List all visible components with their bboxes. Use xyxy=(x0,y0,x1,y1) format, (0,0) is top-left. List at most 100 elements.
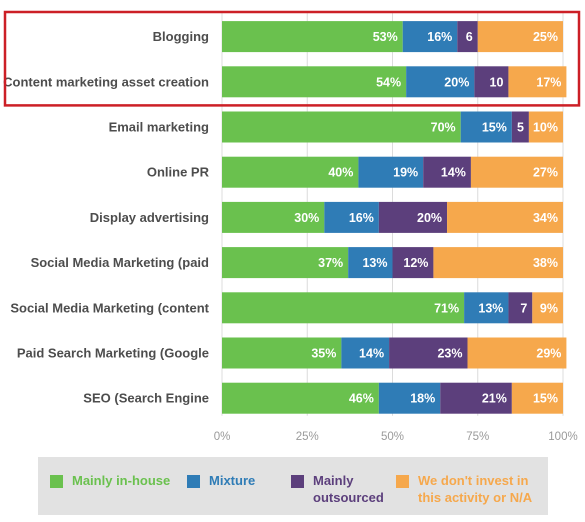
data-label: 18% xyxy=(410,392,435,406)
category-label: Social Media Marketing (content xyxy=(10,300,209,315)
bar-segment xyxy=(406,66,475,98)
data-label: 70% xyxy=(431,121,456,135)
bar-segment xyxy=(470,156,563,188)
data-label: 10 xyxy=(490,75,504,89)
data-label: 16% xyxy=(349,211,374,225)
legend-label: Mainly in-house xyxy=(72,473,171,488)
data-label: 14% xyxy=(359,347,384,361)
legend-item: We don't invest in this activity or N/A xyxy=(396,472,532,506)
data-label: 6 xyxy=(466,30,473,44)
x-tick-label: 0% xyxy=(214,431,231,443)
bar-segment xyxy=(378,201,448,233)
data-label: 10% xyxy=(533,121,558,135)
data-label: 27% xyxy=(533,166,558,180)
bar-segment xyxy=(222,66,407,98)
data-label: 9% xyxy=(540,301,558,315)
legend-item: Mixture xyxy=(187,472,255,489)
category-label: Blogging xyxy=(153,29,209,44)
data-label: 71% xyxy=(434,301,459,315)
bar-segment xyxy=(528,111,563,143)
data-label: 13% xyxy=(362,256,387,270)
bar-segment xyxy=(392,247,434,279)
bar-segment xyxy=(511,111,529,143)
bar-segment xyxy=(222,111,461,143)
x-tick-label: 75% xyxy=(466,431,489,443)
bar-segment xyxy=(324,201,379,233)
bar-segment xyxy=(358,156,424,188)
bar-segment xyxy=(508,66,567,98)
category-label: Display advertising xyxy=(90,210,209,225)
bar-segment xyxy=(222,156,359,188)
chart-legend: Mainly in-house Mixture Mainly outsourced We… xyxy=(38,457,548,515)
bar-segment xyxy=(378,382,441,414)
bar-segment xyxy=(348,247,393,279)
data-label: 20% xyxy=(444,75,469,89)
data-label: 29% xyxy=(536,347,561,361)
data-label: 53% xyxy=(373,30,398,44)
category-label: Online PR xyxy=(147,165,210,180)
bar-segment xyxy=(402,21,458,53)
legend-item: Mainly in-house xyxy=(50,472,170,489)
bar-segment xyxy=(467,337,567,369)
bar-segment xyxy=(447,201,563,233)
data-label: 34% xyxy=(533,211,558,225)
bar-segment xyxy=(222,201,325,233)
data-label: 15% xyxy=(482,121,507,135)
bar-segment xyxy=(440,382,512,414)
bar-segment xyxy=(460,111,512,143)
bar-segment xyxy=(511,382,563,414)
data-label: 35% xyxy=(311,347,336,361)
x-tick-label: 50% xyxy=(381,431,404,443)
category-label: Social Media Marketing (paid xyxy=(31,255,209,270)
category-label: Email marketing xyxy=(109,120,209,135)
data-label: 17% xyxy=(536,75,561,89)
data-label: 16% xyxy=(427,30,452,44)
data-label: 23% xyxy=(437,347,462,361)
data-label: 5 xyxy=(517,121,524,135)
bar-segment xyxy=(222,21,403,53)
x-tick-label: 100% xyxy=(548,431,577,443)
data-label: 15% xyxy=(533,392,558,406)
legend-swatch xyxy=(396,475,409,488)
category-label: SEO (Search Engine xyxy=(83,391,209,406)
bar-segment xyxy=(389,337,468,369)
legend-label: Mixture xyxy=(209,473,256,488)
legend-label: Mainly outsourced xyxy=(313,473,384,505)
legend-label: We don't invest in this activity or N/A xyxy=(418,473,533,505)
bar-segment xyxy=(457,21,478,53)
bar-segment xyxy=(477,21,563,53)
data-label: 25% xyxy=(533,30,558,44)
category-label: Paid Search Marketing (Google xyxy=(17,346,209,361)
x-tick-label: 25% xyxy=(296,431,319,443)
bar-segment xyxy=(433,247,563,279)
data-label: 40% xyxy=(328,166,353,180)
data-label: 38% xyxy=(533,256,558,270)
data-label: 54% xyxy=(376,75,401,89)
data-label: 7 xyxy=(520,301,527,315)
data-label: 30% xyxy=(294,211,319,225)
data-label: 37% xyxy=(318,256,343,270)
data-label: 21% xyxy=(482,392,507,406)
bar-segment xyxy=(222,247,349,279)
bar-segment xyxy=(222,292,465,324)
highlight-box xyxy=(3,10,581,107)
data-label: 13% xyxy=(478,301,503,315)
bar-segment xyxy=(222,382,379,414)
legend-item: Mainly outsourced xyxy=(291,472,384,506)
legend-swatch xyxy=(291,475,304,488)
data-label: 14% xyxy=(441,166,466,180)
legend-swatch xyxy=(187,475,200,488)
data-label: 20% xyxy=(417,211,442,225)
bar-segment xyxy=(423,156,471,188)
bar-segment xyxy=(474,66,509,98)
bar-segment xyxy=(508,292,533,324)
legend-swatch xyxy=(50,475,63,488)
bar-segment xyxy=(532,292,563,324)
data-label: 12% xyxy=(403,256,428,270)
category-label: Content marketing asset creation xyxy=(3,74,209,89)
bar-segment xyxy=(341,337,390,369)
bar-segment xyxy=(222,337,342,369)
data-label: 46% xyxy=(349,392,374,406)
data-label: 19% xyxy=(393,166,418,180)
